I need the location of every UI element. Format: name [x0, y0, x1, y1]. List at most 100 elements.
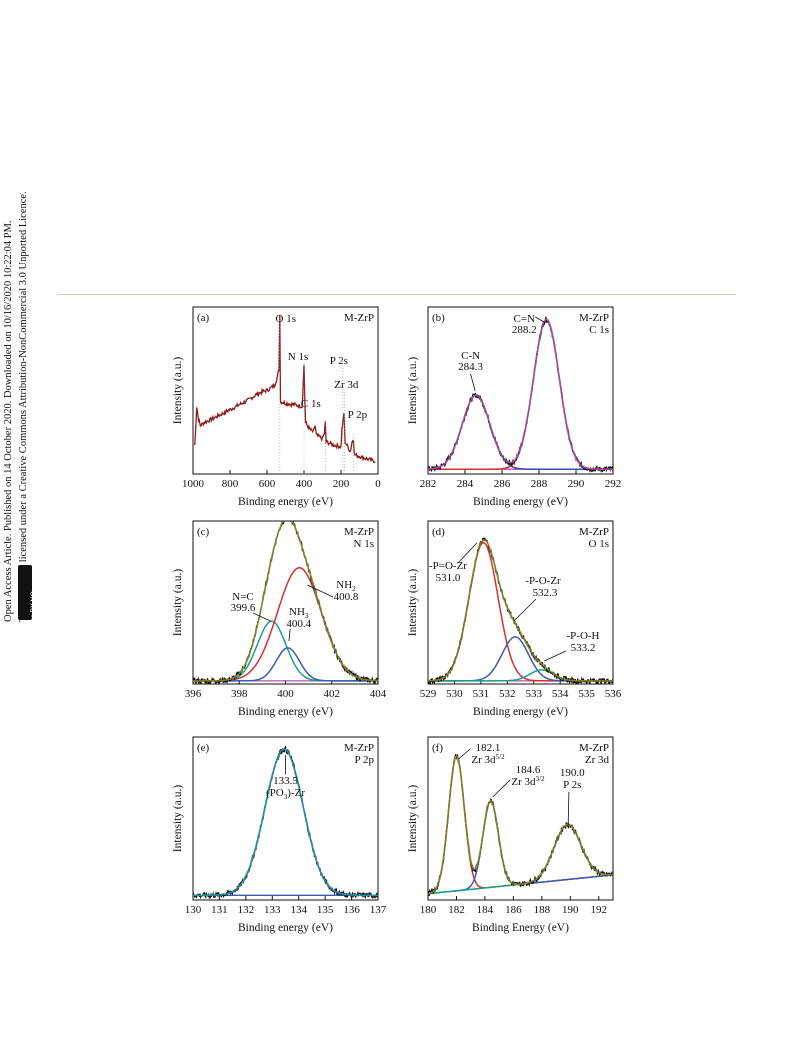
panel-letter: (f) — [432, 742, 443, 754]
x-tick-label: 402 — [324, 688, 341, 700]
plot-frame — [427, 520, 614, 685]
x-tick-label: 292 — [605, 478, 622, 490]
y-axis-label: Intensity (a.u.) — [407, 357, 419, 425]
annotation-arrow — [288, 628, 291, 642]
panel-letter: (a) — [197, 312, 210, 324]
label-po3-zr: (PO3)-Zr — [266, 787, 305, 801]
label-p2p: P 2p — [348, 409, 368, 421]
x-axis-label: Binding energy (eV) — [238, 706, 333, 718]
license-sidebar: Open Access Article. Published on 14 Oct… — [0, 0, 48, 700]
region-tag: Zr 3d — [585, 754, 610, 766]
x-tick-label: 529 — [420, 688, 437, 700]
label-nh3: NH3 — [289, 606, 309, 620]
x-tick-label: 192 — [591, 904, 608, 916]
x-tick-label: 534 — [552, 688, 569, 700]
x-tick-label: 282 — [420, 478, 437, 490]
x-tick-label: 404 — [370, 688, 387, 700]
x-tick-label: 130 — [185, 904, 202, 916]
chart-panel-e: 130 131 132 133 134 135 136 137 Binding energy (… — [172, 736, 387, 934]
x-tick-label: 135 — [317, 904, 334, 916]
x-tick-label: 288 — [531, 478, 548, 490]
x-tick-label: 400 — [296, 478, 313, 490]
plot-area — [428, 537, 613, 684]
annotation-arrow — [252, 612, 271, 622]
label-nc-value: 399.6 — [231, 602, 256, 614]
x-tick-label: 190 — [562, 904, 579, 916]
label-po3-value: 133.5 — [273, 775, 298, 787]
plot-frame — [192, 736, 379, 901]
x-tick-label: 1000 — [182, 478, 205, 490]
cc-license-badge[interactable]: cc BY-NC — [18, 565, 38, 622]
label-cn-single-value: 284.3 — [458, 361, 483, 373]
label-zr-3-2: Zr 3d3/2 — [511, 775, 545, 788]
fit-envelope — [193, 521, 378, 682]
label-o1s: O 1s — [276, 313, 296, 325]
chart-panel-f: 180 182 184 186 188 190 192 Binding Energy (eV)… — [407, 736, 614, 934]
annotation-arrow — [513, 598, 537, 622]
label-cn-single: C-N — [461, 350, 480, 362]
label-poh-value: 533.2 — [571, 642, 596, 654]
panel-letter: (c) — [197, 526, 210, 538]
y-axis-label: Intensity (a.u.) — [172, 357, 184, 425]
label-po-zr-double: -P=O-Zr — [429, 560, 467, 572]
label-c1s: C 1s — [301, 398, 321, 410]
label-nh3-value: 400.4 — [286, 618, 311, 630]
x-tick-label: 400 — [277, 688, 294, 700]
component-peak — [193, 647, 378, 682]
label-nh2: NH2 — [336, 579, 356, 593]
label-p2s: P 2s — [563, 779, 581, 791]
label-p2s: P 2s — [330, 355, 348, 367]
plot-area — [193, 521, 378, 684]
annotation-arrow — [544, 650, 567, 662]
region-tag: O 1s — [589, 538, 609, 550]
sample-tag: M-ZrP — [344, 312, 374, 324]
annotation-arrow — [458, 748, 471, 760]
x-tick-label: 533 — [525, 688, 542, 700]
annotation-arrow — [535, 316, 546, 324]
sample-tag: M-ZrP — [344, 742, 374, 754]
x-axis-label: Binding energy (eV) — [238, 496, 333, 508]
component-peak — [428, 394, 613, 470]
header-divider — [57, 294, 736, 295]
region-tag: N 1s — [354, 538, 374, 550]
label-po-zr: -P-O-Zr — [525, 575, 561, 587]
x-tick-label: 137 — [370, 904, 387, 916]
x-tick-label: 133 — [264, 904, 281, 916]
chart-panel-b: 282 284 286 288 290 292 Binding energy (eV) Int… — [407, 306, 622, 508]
raw-spectrum — [193, 745, 378, 900]
x-axis-label: Binding energy (eV) — [473, 496, 568, 508]
y-axis-label: Intensity (a.u.) — [407, 569, 419, 637]
plot-frame — [427, 736, 614, 901]
sample-tag: M-ZrP — [579, 312, 609, 324]
x-axis-label: Binding Energy (eV) — [472, 922, 569, 934]
x-tick-label: 290 — [568, 478, 585, 490]
label-zr-5-2: Zr 3d5/2 — [471, 753, 505, 766]
annotation-arrow — [457, 542, 478, 564]
plot-area — [194, 314, 376, 474]
region-tag: C 1s — [589, 324, 609, 336]
x-tick-label: 398 — [231, 688, 248, 700]
fit-envelope — [428, 754, 613, 895]
x-tick-label: 800 — [222, 478, 239, 490]
chart-panel-c: 396 398 400 402 404 Binding energy (eV) Intens… — [172, 520, 387, 718]
label-n1s: N 1s — [288, 351, 308, 363]
x-tick-label: 530 — [446, 688, 463, 700]
label-zr-3-2-value: 184.6 — [516, 764, 541, 776]
fit-envelope — [193, 748, 378, 897]
label-po-zr-value: 532.3 — [533, 587, 558, 599]
x-tick-label: 600 — [259, 478, 276, 490]
x-tick-label: 531 — [473, 688, 490, 700]
label-p2s-value: 190.0 — [560, 767, 585, 779]
x-tick-label: 180 — [420, 904, 437, 916]
plot-area — [193, 745, 378, 900]
x-tick-label: 134 — [290, 904, 307, 916]
plot-frame — [192, 306, 379, 475]
x-tick-label: 182 — [448, 904, 465, 916]
label-po-zr-double-value: 531.0 — [436, 572, 461, 584]
x-tick-label: 536 — [605, 688, 622, 700]
x-tick-label: 284 — [457, 478, 474, 490]
annotation-arrow — [567, 791, 570, 826]
plot-area — [428, 316, 613, 473]
chart-panel-d: 529 530 531 532 533 534 535 536 Binding energy (… — [407, 520, 622, 718]
